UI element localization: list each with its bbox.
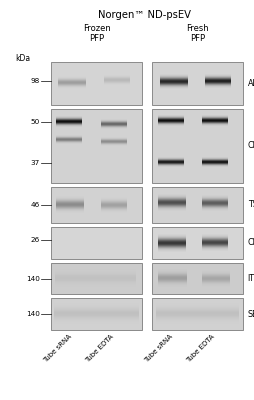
- Bar: [51, 298, 142, 330]
- Bar: [51, 263, 142, 294]
- Bar: [152, 186, 243, 223]
- Bar: [152, 227, 243, 259]
- Bar: [152, 62, 243, 105]
- Text: ALIX: ALIX: [248, 79, 254, 88]
- Text: TSG101: TSG101: [248, 200, 254, 209]
- Text: Tube EDTA: Tube EDTA: [185, 333, 215, 364]
- Text: Tube sRNA: Tube sRNA: [42, 333, 73, 364]
- Text: kDa: kDa: [15, 54, 30, 63]
- Bar: [152, 263, 243, 294]
- Text: 46: 46: [31, 202, 40, 208]
- Bar: [51, 62, 142, 105]
- Text: Norgen™ ND-psEV: Norgen™ ND-psEV: [98, 10, 191, 20]
- Text: 37: 37: [31, 160, 40, 166]
- Text: CD81: CD81: [248, 238, 254, 248]
- Text: SELP: SELP: [248, 310, 254, 319]
- Text: Frozen
PFP: Frozen PFP: [83, 24, 110, 43]
- Bar: [51, 186, 142, 223]
- Text: 50: 50: [31, 119, 40, 125]
- Text: 140: 140: [26, 276, 40, 282]
- Bar: [152, 109, 243, 182]
- Text: ITGA2B: ITGA2B: [248, 274, 254, 283]
- Text: Tube EDTA: Tube EDTA: [85, 333, 115, 364]
- Bar: [51, 227, 142, 259]
- Text: 26: 26: [31, 237, 40, 243]
- Text: Fresh
PFP: Fresh PFP: [186, 24, 209, 43]
- Text: 98: 98: [31, 78, 40, 84]
- Text: 140: 140: [26, 311, 40, 317]
- Text: CD63: CD63: [248, 141, 254, 150]
- Text: Tube sRNA: Tube sRNA: [144, 333, 174, 364]
- Bar: [152, 298, 243, 330]
- Bar: [51, 109, 142, 182]
